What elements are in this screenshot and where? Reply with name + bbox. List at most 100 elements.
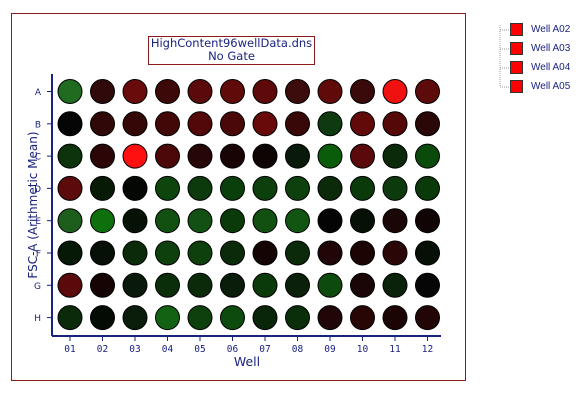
well-A04 (155, 79, 180, 104)
well-B02 (90, 111, 115, 137)
legend-item[interactable]: Well A04 (498, 60, 584, 79)
well-B08 (285, 111, 310, 137)
well-C08 (285, 143, 310, 169)
well-B04 (155, 111, 180, 137)
well-D08 (285, 175, 310, 201)
chart-title-box: HighContent96wellData.dns No Gate (148, 36, 315, 65)
y-tick-label: F (36, 250, 41, 260)
well-A09 (317, 79, 343, 104)
well-C01 (57, 143, 83, 169)
well-H06 (220, 305, 245, 331)
chart-subtitle: No Gate (208, 49, 255, 63)
well-G11 (382, 272, 408, 298)
well-H10 (350, 305, 375, 331)
x-tick-label: 07 (259, 344, 270, 355)
well-C07 (252, 143, 278, 169)
x-tick-label: 03 (129, 344, 140, 355)
well-D03 (122, 175, 148, 201)
legend-item[interactable]: Well A02 (498, 22, 584, 41)
well-G12 (415, 272, 440, 298)
well-E10 (350, 208, 375, 234)
well-E03 (122, 208, 148, 234)
y-axis-title: FSC-A (Arithmetic Mean) (26, 131, 40, 278)
well-G09 (317, 272, 343, 298)
well-D04 (155, 175, 180, 201)
well-C09 (317, 143, 343, 169)
x-tick-label: 02 (97, 344, 108, 355)
y-tick-label: G (34, 282, 41, 292)
well-F08 (285, 240, 310, 266)
well-F06 (220, 240, 245, 266)
well-E07 (252, 208, 278, 234)
x-tick-label: 01 (64, 344, 76, 355)
chart-title: HighContent96wellData.dns (150, 36, 313, 50)
y-tick-label: D (34, 185, 41, 195)
well-G07 (252, 272, 278, 298)
legend-swatch (510, 80, 523, 93)
well-D06 (220, 175, 245, 201)
well-B10 (350, 111, 375, 137)
x-tick-label: 05 (194, 344, 205, 355)
well-D07 (252, 175, 278, 201)
well-F02 (90, 240, 115, 266)
y-tick-label: C (35, 153, 41, 163)
well-A02 (90, 79, 115, 104)
well-H11 (382, 305, 408, 331)
well-D12 (415, 175, 440, 201)
well-E08 (285, 208, 310, 234)
well-F12 (415, 240, 440, 266)
well-A05 (187, 79, 213, 104)
well-F10 (350, 240, 375, 266)
x-tick-label: 04 (162, 344, 174, 355)
legend-label: Well A04 (531, 62, 571, 73)
well-B06 (220, 111, 245, 137)
well-H12 (415, 305, 440, 331)
well-H01 (57, 305, 83, 331)
well-H02 (90, 305, 115, 331)
well-C11 (382, 143, 408, 169)
well-B07 (252, 111, 278, 137)
y-tick-label: B (35, 120, 41, 130)
well-H03 (122, 305, 148, 331)
well-C03 (122, 143, 148, 169)
legend-item[interactable]: Well A05 (498, 79, 584, 98)
well-G10 (350, 272, 375, 298)
legend-swatch (510, 23, 523, 36)
well-C02 (90, 143, 115, 169)
legend-label: Well A03 (531, 43, 571, 54)
well-A03 (122, 79, 148, 104)
well-A10 (350, 79, 375, 104)
well-E11 (382, 208, 408, 234)
well-A07 (252, 79, 278, 104)
legend-item[interactable]: Well A03 (498, 41, 584, 60)
well-H08 (285, 305, 310, 331)
legend-label: Well A05 (531, 81, 571, 92)
well-G02 (90, 272, 115, 298)
well-F09 (317, 240, 343, 266)
well-A11 (382, 79, 408, 104)
well-A12 (415, 79, 440, 104)
x-tick-label: 10 (357, 344, 369, 355)
well-E01 (57, 208, 83, 234)
well-C05 (187, 143, 213, 169)
x-tick-label: 06 (227, 344, 239, 355)
well-H07 (252, 305, 278, 331)
well-G08 (285, 272, 310, 298)
well-A08 (285, 79, 310, 104)
well-F05 (187, 240, 213, 266)
well-C12 (415, 143, 440, 169)
well-F04 (155, 240, 180, 266)
well-B03 (122, 111, 148, 137)
well-D05 (187, 175, 213, 201)
legend: Well A02 Well A03 Well A04 Well A05 (498, 22, 584, 98)
well-B11 (382, 111, 408, 137)
well-B09 (317, 111, 343, 137)
well-F11 (382, 240, 408, 266)
legend-label: Well A02 (531, 24, 571, 35)
well-E05 (187, 208, 213, 234)
x-tick-label: 09 (324, 344, 336, 355)
well-H05 (187, 305, 213, 331)
well-G06 (220, 272, 245, 298)
well-E04 (155, 208, 180, 234)
